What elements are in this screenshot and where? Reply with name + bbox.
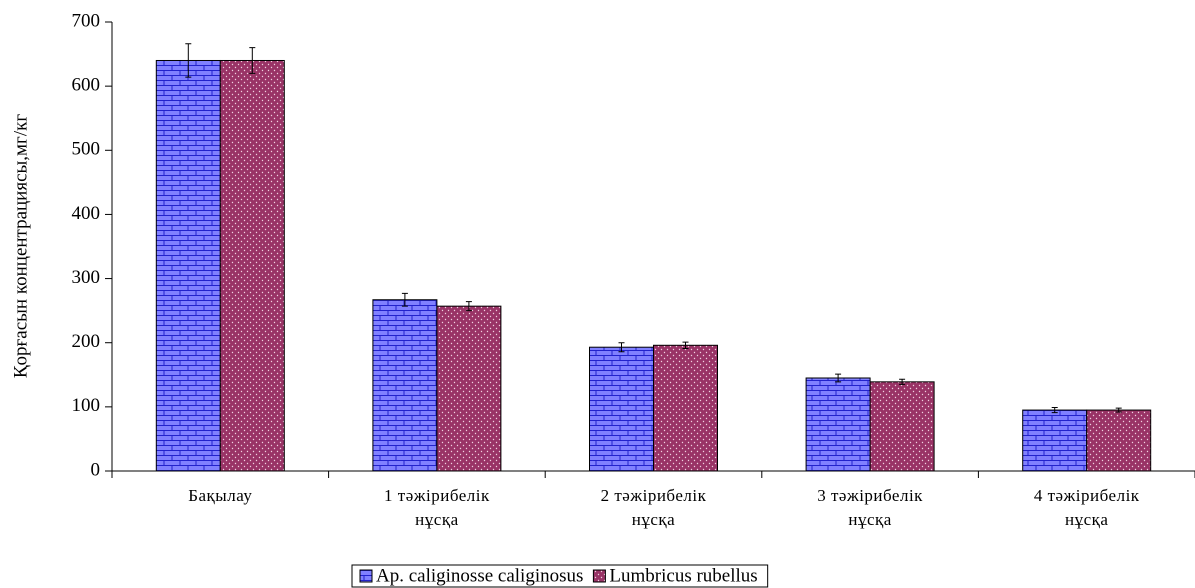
x-tick-label: 4 тәжірибелік нұсқа xyxy=(1034,486,1140,529)
x-tick-label: 3 тәжірибелік нұсқа xyxy=(817,486,923,529)
x-tick-label: 2 тәжірибелік нұсқа xyxy=(601,486,707,529)
bar xyxy=(219,59,285,472)
bar xyxy=(805,377,871,472)
error-bar-line xyxy=(1051,406,1058,414)
legend-swatch xyxy=(592,569,606,583)
bar xyxy=(155,59,221,472)
legend-label: Lumbricus rubellus xyxy=(609,565,757,586)
error-bar-line xyxy=(1115,407,1122,413)
bar xyxy=(436,305,502,472)
bar xyxy=(589,346,654,472)
error-bar-line xyxy=(249,47,256,74)
y-tick-label: 600 xyxy=(72,75,101,96)
error-bar-line xyxy=(401,292,408,307)
error-bar-line xyxy=(899,378,906,385)
bar xyxy=(1086,409,1152,472)
legend-label: Ap. caliginosse caliginosus xyxy=(376,565,583,586)
error-bar xyxy=(618,342,625,353)
bar xyxy=(372,299,438,472)
error-bar xyxy=(682,341,689,349)
legend-swatch xyxy=(359,569,373,583)
y-axis-label: Қорғасын концентрациясы,мг/кг xyxy=(10,114,31,379)
legend-box xyxy=(351,564,769,588)
error-bar xyxy=(249,47,256,74)
x-tick-label: 1 тәжірибелік нұсқа xyxy=(384,486,490,529)
error-bar xyxy=(899,378,906,385)
bar xyxy=(653,344,718,472)
bar xyxy=(869,381,935,472)
y-tick-label: 700 xyxy=(72,10,101,31)
error-bar xyxy=(835,373,842,383)
error-bar-line xyxy=(185,43,192,78)
y-tick-label: 500 xyxy=(72,139,101,160)
error-bar xyxy=(465,301,472,312)
error-bar xyxy=(185,43,192,78)
y-tick-label: 400 xyxy=(72,203,101,224)
error-bar xyxy=(1051,406,1058,414)
error-bar xyxy=(401,292,408,307)
bar xyxy=(1022,409,1088,472)
y-tick-label: 300 xyxy=(72,267,101,288)
error-bar-line xyxy=(682,341,689,349)
error-bar-line xyxy=(618,342,625,353)
error-bar xyxy=(1115,407,1122,413)
error-bar-line xyxy=(465,301,472,312)
y-tick-label: 200 xyxy=(72,331,101,352)
error-bar-line xyxy=(835,373,842,383)
x-tick-label: Бақылау xyxy=(188,486,252,505)
y-tick-label: 100 xyxy=(72,395,101,416)
y-tick-label: 0 xyxy=(91,459,101,480)
